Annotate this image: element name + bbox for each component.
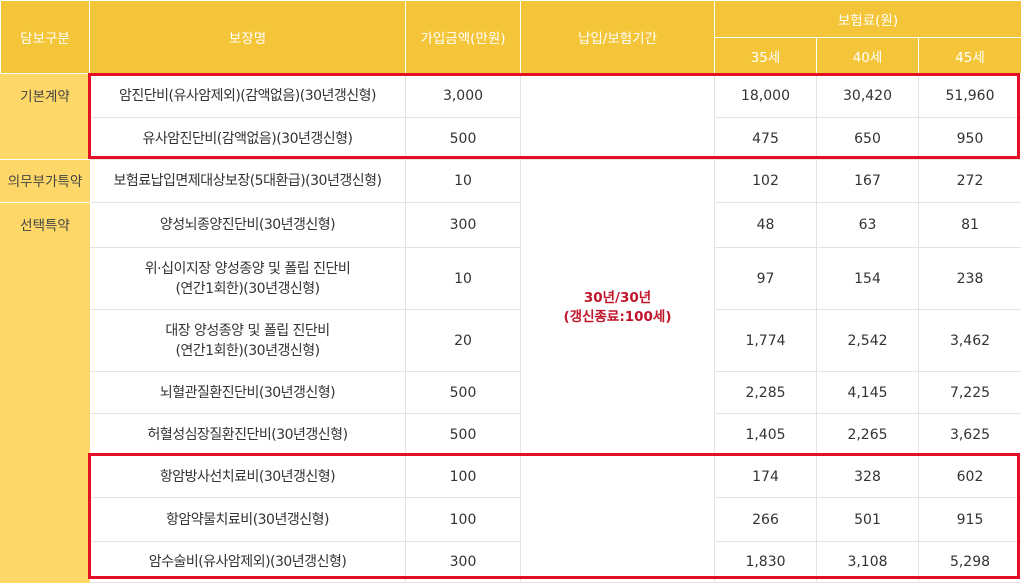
table-row: 기본계약 암진단비(유사암제외)(감액없음)(30년갱신형) 3,000 18,… bbox=[1, 74, 1021, 118]
coverage-amount: 500 bbox=[406, 118, 521, 160]
coverage-name-line1: 대장 양성종양 및 폴립 진단비 bbox=[165, 323, 329, 339]
coverage-amount: 300 bbox=[406, 542, 521, 583]
table-row: 암수술비(유사암제외)(30년갱신형) 300 1,830 3,108 5,29… bbox=[1, 542, 1021, 583]
premium-35: 18,000 bbox=[715, 74, 817, 118]
premium-45: 238 bbox=[919, 248, 1021, 310]
table-row: 뇌혈관질환진단비(30년갱신형) 500 2,285 4,145 7,225 bbox=[1, 372, 1021, 414]
premium-40: 650 bbox=[817, 118, 919, 160]
table-row: 허혈성심장질환진단비(30년갱신형) 500 1,405 2,265 3,625 bbox=[1, 414, 1021, 456]
premium-45: 7,225 bbox=[919, 372, 1021, 414]
header-period: 납입/보험기간 bbox=[521, 1, 715, 74]
header-premium: 보험료(원) bbox=[715, 1, 1021, 38]
premium-45: 602 bbox=[919, 456, 1021, 498]
coverage-name: 위·십이지장 양성종양 및 폴립 진단비 (연간1회한)(30년갱신형) bbox=[90, 248, 406, 310]
coverage-name: 항암방사선치료비(30년갱신형) bbox=[90, 456, 406, 498]
table-row: 항암약물치료비(30년갱신형) 100 266 501 915 bbox=[1, 498, 1021, 542]
premium-45: 5,298 bbox=[919, 542, 1021, 583]
table-row: 위·십이지장 양성종양 및 폴립 진단비 (연간1회한)(30년갱신형) 10 9… bbox=[1, 248, 1021, 310]
header-age-35: 35세 bbox=[715, 38, 817, 74]
premium-35: 48 bbox=[715, 203, 817, 248]
premium-45: 272 bbox=[919, 160, 1021, 203]
table-row: 선택특약 양성뇌종양진단비(30년갱신형) 300 48 63 81 bbox=[1, 203, 1021, 248]
coverage-name: 뇌혈관질환진단비(30년갱신형) bbox=[90, 372, 406, 414]
table-row: 항암방사선치료비(30년갱신형) 100 174 328 602 bbox=[1, 456, 1021, 498]
coverage-amount: 100 bbox=[406, 498, 521, 542]
premium-35: 2,285 bbox=[715, 372, 817, 414]
coverage-name: 암수술비(유사암제외)(30년갱신형) bbox=[90, 542, 406, 583]
premium-45: 3,462 bbox=[919, 310, 1021, 372]
premium-35: 97 bbox=[715, 248, 817, 310]
premium-35: 266 bbox=[715, 498, 817, 542]
premium-40: 63 bbox=[817, 203, 919, 248]
premium-35: 174 bbox=[715, 456, 817, 498]
period-cell-empty bbox=[521, 74, 715, 160]
coverage-name: 보험료납입면제대상보장(5대환급)(30년갱신형) bbox=[90, 160, 406, 203]
coverage-name: 대장 양성종양 및 폴립 진단비 (연간1회한)(30년갱신형) bbox=[90, 310, 406, 372]
premium-35: 102 bbox=[715, 160, 817, 203]
coverage-name: 허혈성심장질환진단비(30년갱신형) bbox=[90, 414, 406, 456]
premium-40: 167 bbox=[817, 160, 919, 203]
category-mandatory: 의무부가특약 bbox=[1, 160, 90, 203]
coverage-amount: 500 bbox=[406, 414, 521, 456]
category-optional: 선택특약 bbox=[1, 203, 90, 583]
period-value-line1: 30년/30년 bbox=[584, 290, 651, 306]
coverage-amount: 20 bbox=[406, 310, 521, 372]
coverage-amount: 10 bbox=[406, 248, 521, 310]
category-basic: 기본계약 bbox=[1, 74, 90, 160]
coverage-amount: 300 bbox=[406, 203, 521, 248]
premium-40: 3,108 bbox=[817, 542, 919, 583]
coverage-name: 항암약물치료비(30년갱신형) bbox=[90, 498, 406, 542]
premium-40: 501 bbox=[817, 498, 919, 542]
coverage-name: 암진단비(유사암제외)(감액없음)(30년갱신형) bbox=[90, 74, 406, 118]
coverage-name: 양성뇌종양진단비(30년갱신형) bbox=[90, 203, 406, 248]
premium-40: 2,542 bbox=[817, 310, 919, 372]
premium-45: 915 bbox=[919, 498, 1021, 542]
coverage-name-line2: (연간1회한)(30년갱신형) bbox=[175, 343, 319, 359]
period-cell-empty bbox=[521, 456, 715, 583]
coverage-amount: 100 bbox=[406, 456, 521, 498]
coverage-amount: 10 bbox=[406, 160, 521, 203]
table-row: 대장 양성종양 및 폴립 진단비 (연간1회한)(30년갱신형) 20 1,774… bbox=[1, 310, 1021, 372]
premium-35: 1,774 bbox=[715, 310, 817, 372]
premium-40: 154 bbox=[817, 248, 919, 310]
coverage-amount: 500 bbox=[406, 372, 521, 414]
coverage-name-line2: (연간1회한)(30년갱신형) bbox=[175, 281, 319, 297]
coverage-name: 유사암진단비(감액없음)(30년갱신형) bbox=[90, 118, 406, 160]
header-age-40: 40세 bbox=[817, 38, 919, 74]
table-row: 유사암진단비(감액없음)(30년갱신형) 500 475 650 950 bbox=[1, 118, 1021, 160]
period-value: 30년/30년 (갱신종료:100세) bbox=[521, 160, 715, 456]
premium-40: 2,265 bbox=[817, 414, 919, 456]
coverage-name-line1: 위·십이지장 양성종양 및 폴립 진단비 bbox=[145, 261, 350, 277]
premium-35: 1,405 bbox=[715, 414, 817, 456]
premium-45: 950 bbox=[919, 118, 1021, 160]
premium-45: 3,625 bbox=[919, 414, 1021, 456]
premium-40: 4,145 bbox=[817, 372, 919, 414]
premium-35: 1,830 bbox=[715, 542, 817, 583]
header-amount: 가입금액(만원) bbox=[406, 1, 521, 74]
premium-45: 81 bbox=[919, 203, 1021, 248]
table-row: 의무부가특약 보험료납입면제대상보장(5대환급)(30년갱신형) 10 30년/… bbox=[1, 160, 1021, 203]
premium-40: 30,420 bbox=[817, 74, 919, 118]
header-category: 담보구분 bbox=[1, 1, 90, 74]
header-coverage: 보장명 bbox=[90, 1, 406, 74]
coverage-amount: 3,000 bbox=[406, 74, 521, 118]
header-age-45: 45세 bbox=[919, 38, 1021, 74]
premium-40: 328 bbox=[817, 456, 919, 498]
period-value-line2: (갱신종료:100세) bbox=[563, 309, 671, 325]
premium-35: 475 bbox=[715, 118, 817, 160]
premium-45: 51,960 bbox=[919, 74, 1021, 118]
